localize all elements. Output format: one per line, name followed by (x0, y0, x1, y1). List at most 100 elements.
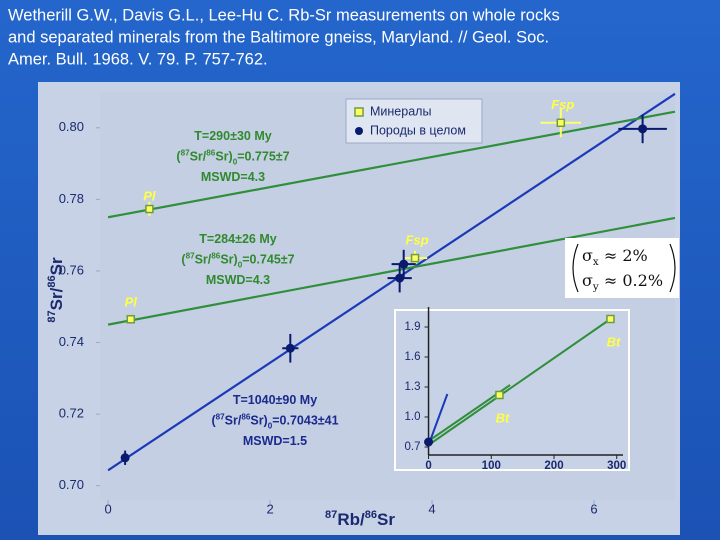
rich-text: (87Sr/86Sr)0=0.775±7 (176, 148, 289, 166)
y-tick-label: 0.7 (405, 441, 421, 453)
point (126, 315, 136, 324)
x-tick-label: 200 (544, 460, 563, 472)
x-tick-label: 100 (482, 460, 501, 472)
title-line: Wetherill G.W., Davis G.L., Lee-Hu C. Rb… (8, 6, 560, 24)
text-segment: T=290±30 My (194, 129, 271, 143)
y-tick-label: 1.3 (405, 381, 421, 393)
text-segment: 87 (186, 251, 196, 260)
rich-text: T=1040±90 My (233, 393, 317, 407)
y-tick-label: 1.0 (405, 411, 421, 423)
rich-text: σy ≈ 0.2% (582, 271, 663, 294)
rich-text: 87Sr/86Sr (46, 257, 67, 323)
fit-line (107, 92, 676, 472)
text-segment: 87 (325, 509, 337, 521)
point-label: Fsp (551, 97, 574, 112)
inset-frame (394, 309, 630, 471)
y-tick-label: 1.6 (405, 351, 421, 363)
y-tick-label: 0.80 (59, 119, 84, 134)
legend-swatch (354, 107, 364, 117)
chart: 0.700.720.740.760.780.800 2 4 6PlPlFspFspМи… (59, 92, 679, 516)
point (120, 453, 130, 463)
title-block: Wetherill G.W., Davis G.L., Lee-Hu C. Rb… (8, 6, 560, 68)
point (285, 343, 295, 353)
fit-line (107, 110, 676, 219)
text-segment: 86 (365, 509, 377, 521)
rich-text: T=284±26 My (199, 232, 276, 246)
text-segment: y (592, 281, 599, 293)
x-tick-label: 6 (590, 501, 597, 516)
point (399, 259, 409, 269)
text-segment: ( (181, 253, 186, 267)
rich-text: (87Sr/86Sr)0=0.745±7 (181, 251, 294, 269)
point (424, 437, 434, 447)
rich-text: MSWD=1.5 (243, 434, 307, 448)
point (556, 118, 566, 128)
x-tick-label: 300 (607, 460, 626, 472)
text-segment: Sr (47, 257, 66, 275)
fit-line (427, 318, 612, 446)
rich-text: MSWD=4.3 (206, 273, 270, 287)
x-tick-label: 0 (104, 501, 111, 516)
y-tick-label: 1.9 (405, 321, 421, 333)
point (638, 124, 648, 134)
y-tick-label: 0.72 (59, 406, 84, 421)
fit-line (107, 216, 676, 326)
text-segment: =0.745±7 (242, 253, 294, 267)
x-tick-label: 2 (266, 501, 273, 516)
point-label: Bt (496, 410, 510, 425)
point (606, 314, 615, 324)
text-segment: 86 (241, 412, 251, 421)
text-segment: T=1040±90 My (233, 393, 317, 407)
x-tick-label: 0 (425, 460, 431, 472)
text-segment: =0.775±7 (237, 150, 289, 164)
text-segment: Sr) (220, 253, 237, 267)
text-segment: 0 (268, 421, 273, 430)
text-segment: Sr/ (225, 414, 242, 428)
legend-label: Минералы (370, 104, 431, 118)
charts: 0.700.720.740.760.780.800 2 4 6PlPlFspFspМи… (46, 92, 679, 530)
text-segment: Sr/ (47, 287, 66, 310)
text-segment: MSWD=1.5 (243, 434, 307, 448)
y-tick-label: 0.70 (59, 477, 84, 492)
text-segment: Rb/ (337, 510, 365, 529)
text-segment: Sr (377, 510, 395, 529)
y-tick-label: 0.76 (59, 262, 84, 277)
legend-box (345, 98, 483, 144)
text-segment: MSWD=4.3 (206, 273, 270, 287)
point-label: Fsp (405, 233, 428, 248)
title-line: and separated minerals from the Baltimor… (8, 28, 549, 46)
y-tick-label: 0.74 (59, 334, 84, 349)
text-segment: Sr) (215, 150, 232, 164)
point-label: Bt (607, 334, 621, 349)
point-label: Pl (143, 188, 156, 203)
chart: 0.7 1.0 1.3 1.6 1.9 0 100 200 300 Bt Bt (394, 307, 630, 472)
text-segment: 87 (181, 148, 191, 157)
fit-line (427, 393, 449, 446)
text-segment: 0 (238, 260, 243, 269)
text-segment: ≈ 0.2% (599, 271, 663, 290)
rich-text: σx ≈ 2% (582, 246, 648, 269)
text-segment: Sr/ (195, 253, 212, 267)
point (145, 204, 154, 214)
text-segment: T=284±26 My (199, 232, 276, 246)
error-note-box (565, 238, 679, 298)
text-segment: Sr/ (190, 150, 207, 164)
rich-text: T=290±30 My (194, 129, 271, 143)
error-note-paren (669, 243, 676, 293)
point (495, 390, 504, 400)
rich-text: MSWD=4.3 (201, 170, 265, 184)
rich-text: (87Sr/86Sr)0=0.7043±41 (211, 412, 338, 430)
text-segment: x (593, 256, 599, 268)
text-segment: 87 (216, 412, 226, 421)
text-segment: σ (582, 271, 593, 290)
title-line: Amer. Bull. 1968. V. 79. P. 757-762. (8, 50, 268, 68)
text-segment: =0.7043±41 (272, 414, 338, 428)
rich-text: 87Rb/86Sr (325, 509, 395, 530)
text-segment: Sr) (250, 414, 267, 428)
text-segment: ≈ 2% (599, 246, 648, 265)
text-segment: 86 (211, 251, 221, 260)
x-tick-label: 4 (428, 501, 435, 516)
text-segment: 86 (206, 148, 216, 157)
